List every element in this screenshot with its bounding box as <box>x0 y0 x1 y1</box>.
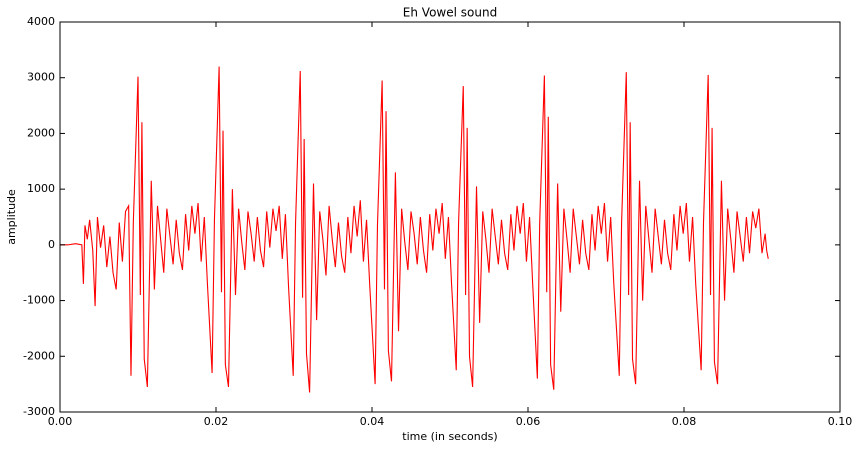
plot-frame <box>59 21 841 413</box>
x-axis-label: time (in seconds) <box>402 430 497 443</box>
x-tick-label: 0.04 <box>360 415 385 428</box>
y-axis-label: amplitude <box>5 189 18 245</box>
chart-title: Eh Vowel sound <box>403 6 497 20</box>
y-tick-label: 2000 <box>27 126 55 139</box>
x-tick-label: 0.06 <box>516 415 541 428</box>
x-tick-label: 0.00 <box>48 415 73 428</box>
y-tick-label: 4000 <box>27 15 55 28</box>
x-tick-label: 0.02 <box>204 415 229 428</box>
y-tick-label: -1000 <box>23 294 55 307</box>
y-tick-label: -3000 <box>23 405 55 418</box>
x-tick-label: 0.10 <box>828 415 853 428</box>
y-tick-label: 0 <box>48 238 55 251</box>
y-tick-label: 3000 <box>27 71 55 84</box>
x-tick-label: 0.08 <box>672 415 697 428</box>
y-tick-label: 1000 <box>27 182 55 195</box>
y-tick-label: -2000 <box>23 349 55 362</box>
waveform-line <box>60 66 769 393</box>
